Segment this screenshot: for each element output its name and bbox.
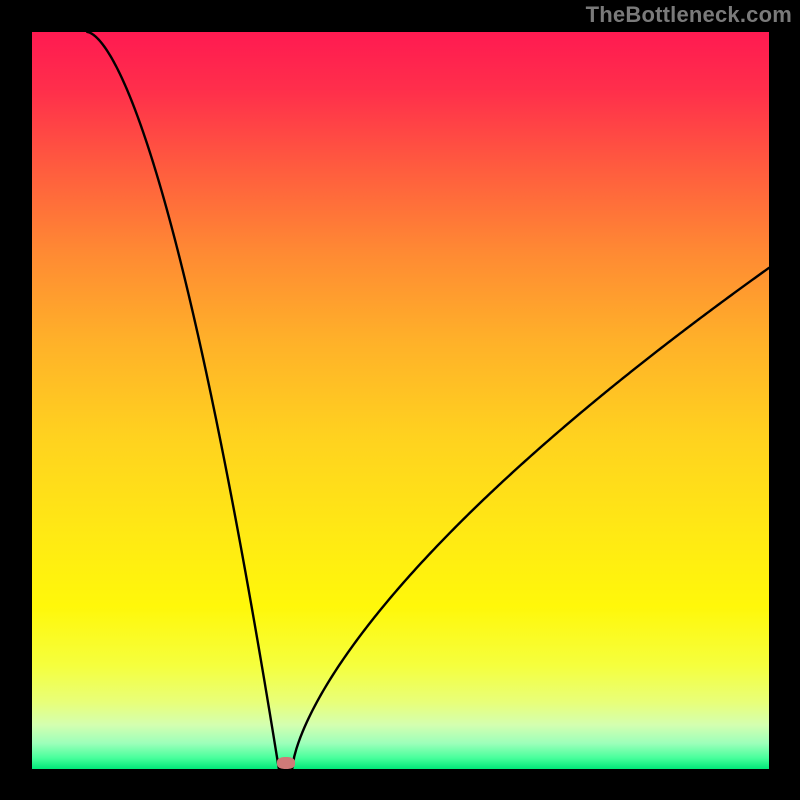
min-marker (277, 757, 295, 769)
chart-svg (32, 32, 769, 769)
chart-frame: TheBottleneck.com (0, 0, 800, 800)
plot-background (32, 32, 769, 769)
watermark-text: TheBottleneck.com (586, 2, 792, 28)
